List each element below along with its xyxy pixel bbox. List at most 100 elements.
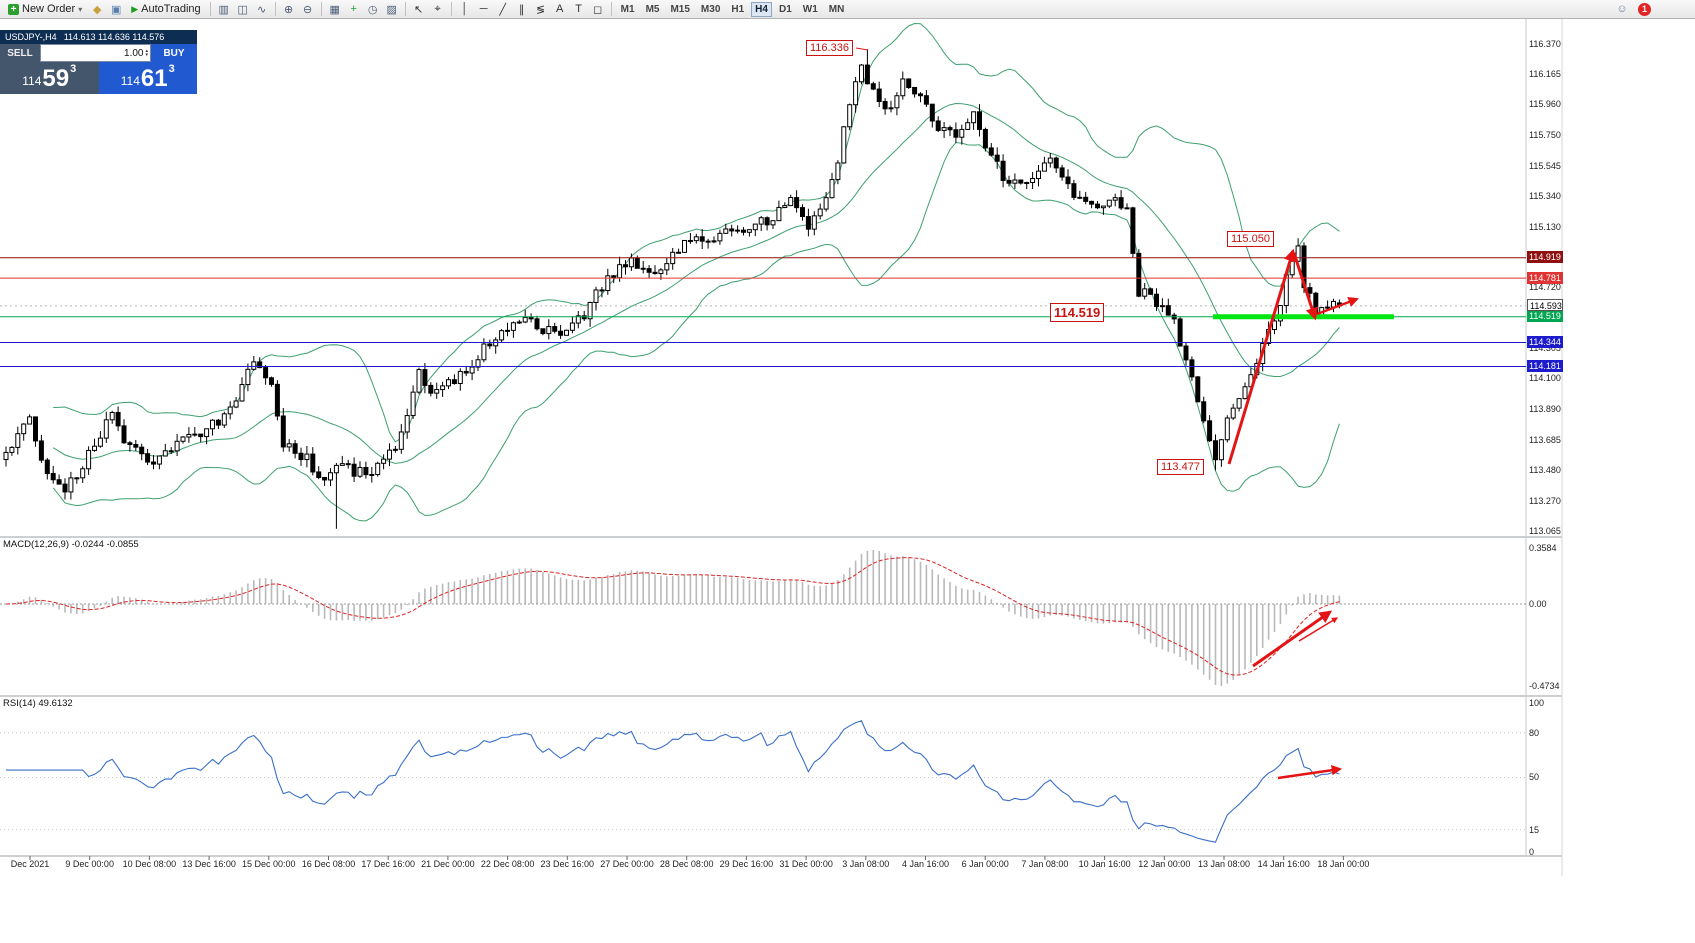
zoom-out-icon[interactable]: ⊖ <box>303 3 313 16</box>
sell-button[interactable]: SELL <box>0 44 40 62</box>
candle-body <box>115 411 121 427</box>
indicators-icon[interactable]: + <box>350 3 357 15</box>
red-arrow[interactable] <box>1316 297 1359 316</box>
bollinger-middle-band <box>52 103 1340 464</box>
candle-body <box>1100 205 1106 209</box>
candle-body <box>1165 305 1171 316</box>
new-order-button[interactable]: + New Order ▾ <box>3 1 87 17</box>
candle-body <box>62 483 68 493</box>
candle-body <box>204 428 210 438</box>
timeframe-w1[interactable]: W1 <box>802 3 818 15</box>
timeframe-h4[interactable]: H4 <box>751 1 772 17</box>
candle-body <box>1154 293 1159 307</box>
timeframe-m1[interactable]: M1 <box>620 3 635 15</box>
rsi-line <box>6 720 1340 843</box>
zoom-in-icon[interactable]: ⊕ <box>284 3 294 16</box>
equidistant-channel-icon[interactable]: ∥ <box>518 3 525 16</box>
fibonacci-icon[interactable]: ≶ <box>536 3 546 16</box>
volume-stepper[interactable]: ▴ ▾ <box>145 48 148 58</box>
templates-icon[interactable]: ▨ <box>386 3 397 16</box>
shapes-icon[interactable]: ◻ <box>593 3 603 16</box>
notification-badge[interactable]: 1 <box>1638 2 1651 16</box>
label-icon[interactable]: T <box>575 3 583 15</box>
buy-price-button[interactable]: 114 61 3 <box>98 62 197 94</box>
crosshair-icon[interactable]: ⌖ <box>434 2 441 15</box>
candle-body <box>215 419 221 426</box>
volume-field[interactable]: 1.00 ▴ ▾ <box>40 44 151 62</box>
toolbar-separator <box>209 2 211 16</box>
candle-body <box>245 368 251 386</box>
candle-body <box>1201 401 1207 422</box>
candle-body <box>97 437 103 447</box>
candle-body <box>682 239 687 253</box>
red-arrow[interactable] <box>1252 610 1333 668</box>
red-arrow[interactable] <box>1292 252 1318 321</box>
timeframe-m5[interactable]: M5 <box>645 3 660 15</box>
horizontal-line-icon[interactable]: ─ <box>479 3 488 15</box>
candle-body <box>1083 196 1089 202</box>
rsi-value: 49.6132 <box>38 698 73 709</box>
terminal-icon[interactable]: ▣ <box>111 3 122 16</box>
candle-body <box>1095 203 1100 209</box>
autotrading-button[interactable]: ▶ AutoTrading <box>131 3 201 15</box>
candle-body <box>611 275 617 279</box>
timeframe-d1[interactable]: D1 <box>778 3 792 15</box>
annotation-high-116336[interactable]: 116.336 <box>806 40 853 56</box>
chevron-down-icon: ▾ <box>78 4 83 14</box>
candle-body <box>564 329 569 336</box>
candle-body <box>746 229 752 233</box>
chart-ohlc-values: 114.613 114.636 114.576 114.593 <box>63 32 165 56</box>
candle-body <box>558 330 564 336</box>
candle-body <box>103 419 109 439</box>
red-arrow[interactable] <box>1227 248 1297 465</box>
candle-body <box>316 471 322 478</box>
candle-body <box>345 463 351 466</box>
toolbar-separator <box>404 2 406 16</box>
periods-icon[interactable]: ◷ <box>367 3 378 16</box>
text-icon[interactable]: A <box>555 3 564 15</box>
timeframe-m30[interactable]: M30 <box>700 3 721 15</box>
candle-body <box>392 448 398 451</box>
candle-body <box>481 343 487 361</box>
candle-body <box>457 370 463 384</box>
candle-body <box>1325 306 1331 309</box>
candle-body <box>387 449 392 460</box>
candle-body <box>569 322 575 331</box>
timeframe-m15[interactable]: M15 <box>670 3 690 15</box>
vertical-line-icon[interactable]: │ <box>461 3 469 15</box>
smiley-icon[interactable]: ☺ <box>1616 3 1628 15</box>
timeframe-h1[interactable]: H1 <box>731 3 745 15</box>
candle-body <box>900 78 906 97</box>
red-arrow[interactable] <box>1298 617 1339 642</box>
bar-chart-icon[interactable]: ▥ <box>218 3 229 16</box>
candle-body <box>1207 420 1213 442</box>
sell-price-button[interactable]: 114 59 3 <box>0 62 99 94</box>
candle-body <box>923 95 929 105</box>
candle-body <box>947 127 953 131</box>
candle-body <box>835 162 841 181</box>
candle-body <box>139 446 145 455</box>
red-arrow[interactable] <box>1277 765 1343 780</box>
line-chart-icon[interactable]: ∿ <box>257 3 267 16</box>
candle-body <box>192 433 198 436</box>
candle-body <box>410 391 416 417</box>
candle-body <box>109 411 115 421</box>
cursor-icon[interactable]: ↖ <box>414 3 424 16</box>
tile-windows-icon[interactable]: ▦ <box>329 3 340 16</box>
candle-body <box>1230 407 1236 419</box>
buy-button[interactable]: BUY <box>151 44 197 62</box>
bollinger-upper-band <box>53 22 1340 443</box>
candle-body <box>339 463 345 466</box>
annotation-low-113477[interactable]: 113.477 <box>1157 459 1204 475</box>
candlestick-chart-icon[interactable]: ◫ <box>237 3 248 16</box>
annotation-level-114519[interactable]: 114.519 <box>1050 303 1105 322</box>
candle-body <box>1059 167 1065 178</box>
timeframe-mn[interactable]: MN <box>828 3 845 15</box>
annotation-high-115050[interactable]: 115.050 <box>1227 231 1274 247</box>
candle-body <box>1177 318 1183 347</box>
metaeditor-icon[interactable]: ◆ <box>92 3 102 16</box>
red-arrow[interactable] <box>855 47 869 51</box>
trendline-icon[interactable]: ╱ <box>499 3 506 16</box>
